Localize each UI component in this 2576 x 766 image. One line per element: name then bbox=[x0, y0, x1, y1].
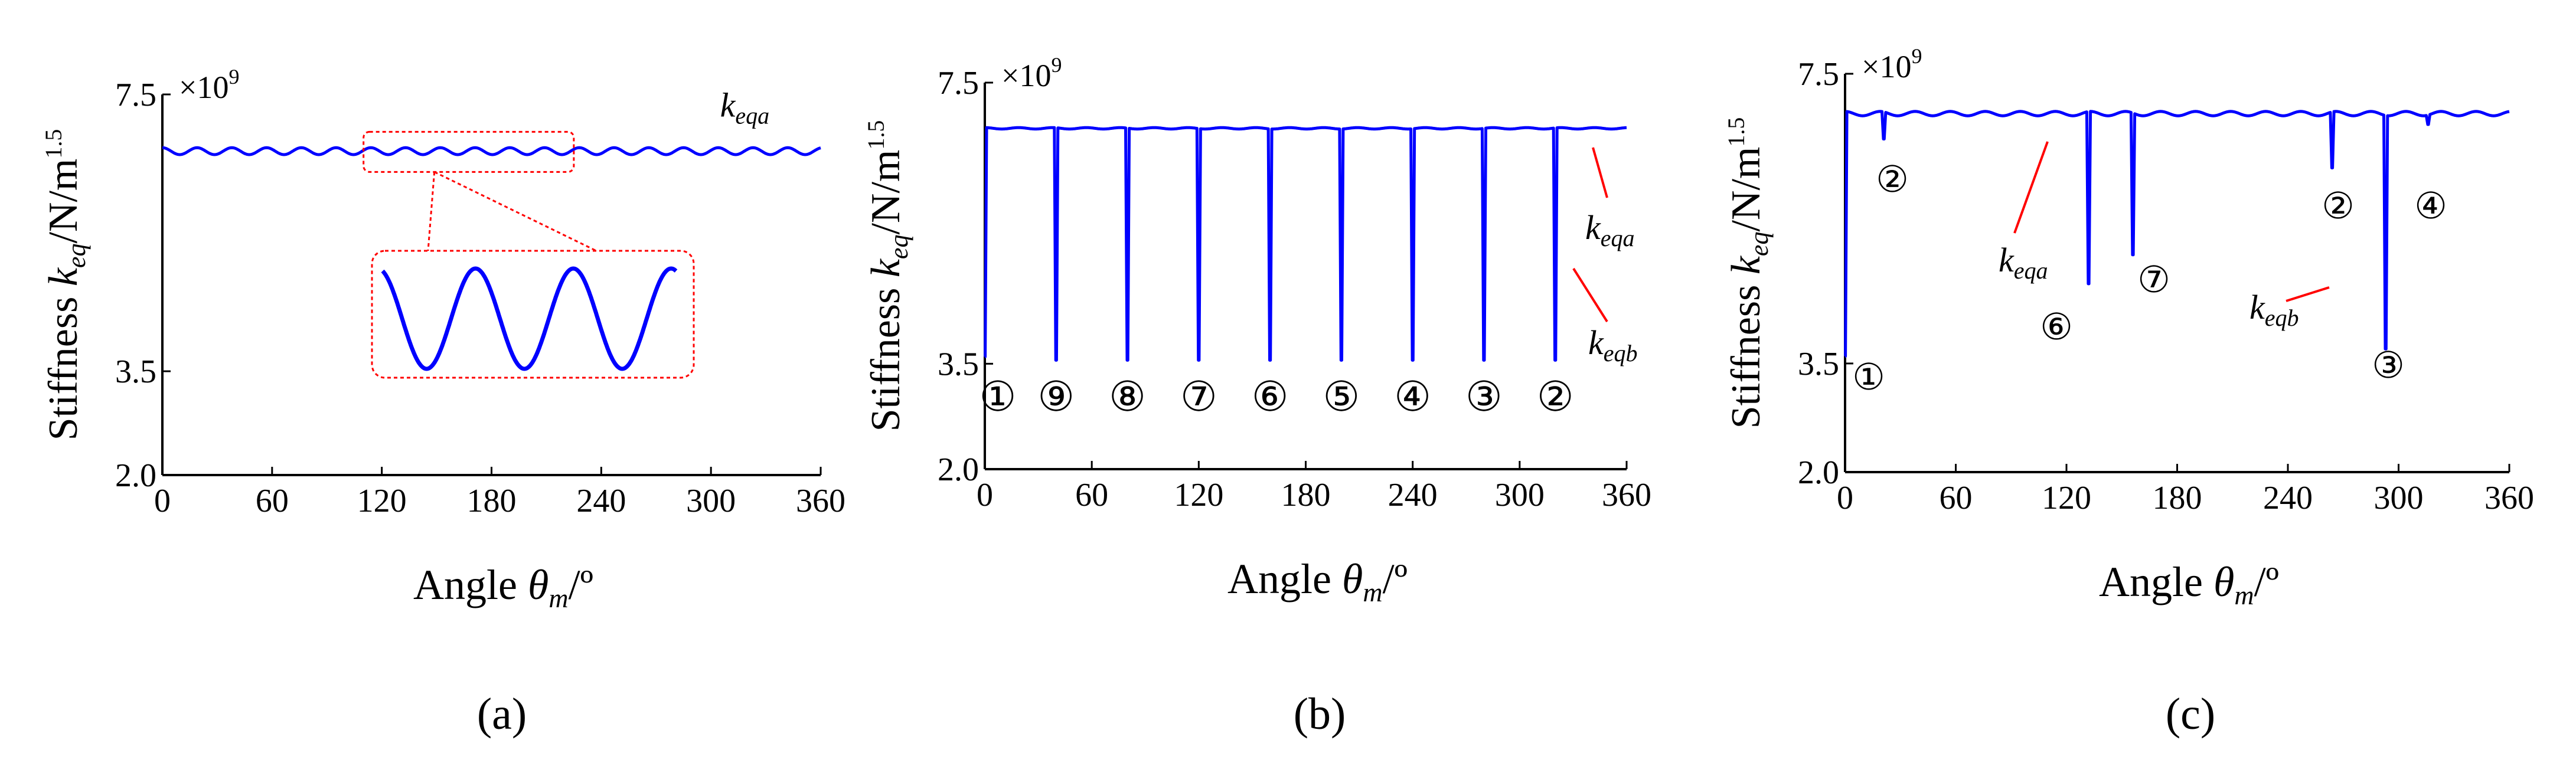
x-tick-label: 180 bbox=[1281, 477, 1331, 513]
y-tick-label: 7.5 bbox=[938, 65, 979, 102]
scale-factor-label: ×109 bbox=[1001, 53, 1062, 93]
x-tick-label: 60 bbox=[256, 483, 289, 519]
series-line-k_eqa bbox=[162, 146, 821, 156]
dip-marker: ⑥ bbox=[1252, 375, 1289, 420]
dip-marker: ② bbox=[2322, 186, 2355, 227]
dip-marker: ④ bbox=[2414, 186, 2447, 227]
dip-marker: ② bbox=[1876, 160, 1909, 200]
x-axis-label: Angle θm/º bbox=[2099, 558, 2279, 610]
dip-marker: ③ bbox=[1465, 375, 1503, 420]
label-pointer-keqa bbox=[2013, 141, 2049, 234]
x-tick-label: 300 bbox=[686, 483, 736, 519]
zoom-connector-line bbox=[434, 171, 597, 252]
series-label-keqb: keqb bbox=[2249, 288, 2299, 331]
x-tick-label: 360 bbox=[796, 483, 845, 519]
dip-marker: ② bbox=[1537, 375, 1574, 420]
panel-caption: (b) bbox=[1294, 689, 1346, 739]
dip-marker: ⑤ bbox=[1323, 375, 1360, 420]
label-pointer-keqb bbox=[1572, 267, 1608, 323]
dip-marker: ① bbox=[1852, 358, 1885, 398]
x-tick-label: 0 bbox=[977, 477, 993, 513]
y-tick-label: 7.5 bbox=[115, 77, 156, 113]
dip-marker: ① bbox=[980, 375, 1017, 420]
y-axis-label-group: Stiffness keq/N/m1.5 bbox=[1723, 117, 1774, 429]
y-axis-label-group: Stiffness keq/N/m1.5 bbox=[40, 129, 91, 441]
y-axis-label: Stiffness keq/N/m1.5 bbox=[863, 120, 913, 432]
x-tick-label: 120 bbox=[2042, 480, 2091, 516]
x-tick-label: 0 bbox=[1837, 480, 1853, 516]
y-tick-label: 3.5 bbox=[1798, 346, 1839, 382]
series-label-keqa: keqa bbox=[1585, 208, 1635, 251]
zoom-region-box bbox=[363, 130, 575, 173]
scale-factor-label: ×109 bbox=[179, 65, 239, 105]
x-tick-label: 180 bbox=[467, 483, 517, 519]
x-tick-label: 360 bbox=[1602, 477, 1651, 513]
x-tick-label: 240 bbox=[1388, 477, 1438, 513]
chart-panel-b: 0 60 120 180 240 300 360 2.0 3.5 7.5 ×109 Stiffness… bbox=[863, 53, 1651, 739]
zoom-inset-box bbox=[371, 250, 695, 379]
x-axis-label: Angle θm/º bbox=[413, 561, 593, 613]
zoom-inset-curve bbox=[381, 266, 678, 371]
dip-marker: ⑥ bbox=[2040, 307, 2073, 348]
x-tick-label: 300 bbox=[2374, 480, 2424, 516]
x-tick-label: 60 bbox=[1075, 477, 1108, 513]
zoom-connector-line bbox=[427, 172, 436, 251]
x-tick-label: 120 bbox=[357, 483, 407, 519]
chart-panel-a: 0 60 120 180 240 300 360 2.0 3.5 7.5 ×109 Stiffness… bbox=[40, 65, 845, 739]
series-line-k_eqa bbox=[1844, 110, 2510, 358]
x-axis-label: Angle θm/º bbox=[1227, 555, 1408, 607]
chart-panel-c: 0 60 120 180 240 300 360 2.0 3.5 7.5 ×109 Stiffness… bbox=[1723, 44, 2534, 739]
dip-marker: ⑦ bbox=[1180, 375, 1217, 420]
y-axis-label-group: Stiffness keq/N/m1.5 bbox=[863, 120, 913, 432]
y-axis-label: Stiffness keq/N/m1.5 bbox=[40, 129, 91, 441]
x-tick-label: 240 bbox=[2263, 480, 2313, 516]
y-tick-label: 2.0 bbox=[1798, 454, 1839, 491]
x-tick-label: 120 bbox=[1174, 477, 1223, 513]
panel-caption: (c) bbox=[2166, 689, 2215, 739]
x-tick-label: 300 bbox=[1495, 477, 1545, 513]
x-tick-label: 240 bbox=[576, 483, 626, 519]
y-tick-label: 3.5 bbox=[938, 346, 979, 382]
y-tick-label: 7.5 bbox=[1798, 56, 1839, 93]
label-pointer-keqa bbox=[1592, 147, 1608, 198]
y-axis-label: Stiffness keq/N/m1.5 bbox=[1723, 117, 1774, 429]
y-tick-label: 3.5 bbox=[115, 353, 156, 390]
panel-caption: (a) bbox=[477, 689, 527, 739]
dip-marker: ⑧ bbox=[1109, 375, 1146, 420]
scale-factor-label: ×109 bbox=[1862, 44, 1922, 84]
x-tick-label: 60 bbox=[1940, 480, 1973, 516]
x-tick-label: 360 bbox=[2484, 480, 2534, 516]
series-line-k_eqa bbox=[984, 126, 1627, 362]
y-tick-label: 2.0 bbox=[938, 451, 979, 488]
dip-marker: ⑨ bbox=[1037, 375, 1075, 420]
series-label-keqa: keqa bbox=[1999, 241, 2048, 284]
dip-marker: ④ bbox=[1394, 375, 1431, 420]
dip-marker: ③ bbox=[2372, 346, 2405, 386]
series-label-keqb: keqb bbox=[1588, 323, 1638, 366]
label-pointer-keqb bbox=[2286, 286, 2330, 302]
x-tick-label: 180 bbox=[2153, 480, 2202, 516]
y-tick-label: 2.0 bbox=[115, 457, 156, 494]
dip-marker: ⑦ bbox=[2137, 260, 2170, 300]
series-label-keqa: keqa bbox=[720, 86, 770, 129]
x-tick-label: 0 bbox=[154, 483, 171, 519]
